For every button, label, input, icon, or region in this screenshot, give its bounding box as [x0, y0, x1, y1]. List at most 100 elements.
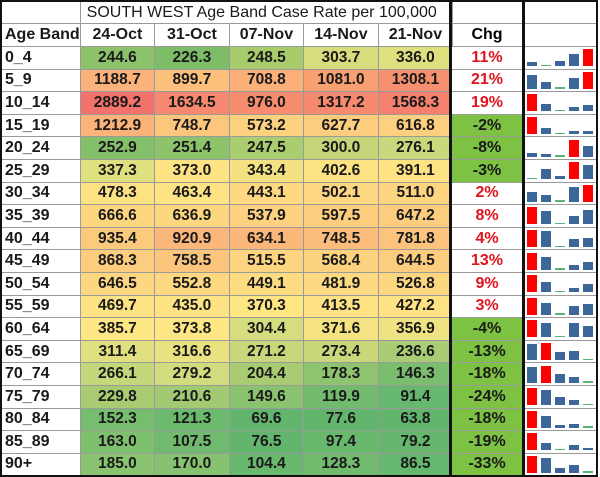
rate-cell: 128.3	[303, 452, 379, 477]
rate-cell: 276.1	[377, 136, 454, 160]
rate-cell: 337.3	[79, 158, 156, 183]
sparkline-bar-blue	[569, 377, 580, 383]
rate-cell: 69.6	[228, 407, 305, 432]
rate-cell: 708.8	[228, 68, 305, 93]
change-pct-cell: 19%	[449, 91, 524, 115]
sparkline-chart	[525, 432, 595, 451]
sparkline-bar-blue	[583, 304, 594, 315]
sparkline-bar-blue	[583, 131, 594, 135]
change-pct-cell: -4%	[449, 317, 524, 341]
rate-cell: 152.3	[79, 407, 156, 432]
change-row: 11%	[449, 46, 598, 70]
sparkline-bar-blue	[527, 192, 538, 202]
change-pct-cell: 2%	[449, 181, 524, 206]
age-band-label: 50_54	[0, 271, 81, 296]
rate-cell: 385.7	[79, 317, 156, 341]
sparkline-bar-red	[541, 343, 552, 361]
rate-cell: 271.2	[228, 339, 305, 364]
sparkline-chart	[525, 116, 595, 135]
rate-cell: 1081.0	[303, 68, 379, 93]
sparkline-bar-blue	[569, 186, 580, 202]
sparkline-bar-blue	[569, 423, 580, 428]
change-pct-cell: -24%	[449, 384, 524, 409]
rate-cell: 204.4	[228, 362, 305, 386]
sparkline-bar-blue	[569, 464, 580, 473]
rate-cell: 616.8	[377, 113, 454, 138]
sparkline-bar-blue	[541, 195, 552, 202]
sparkline-chart	[525, 342, 595, 361]
rate-cell: 627.7	[303, 113, 379, 138]
sparkline-chart	[525, 206, 595, 225]
sparkline-cell	[522, 452, 598, 477]
rate-cell: 97.4	[303, 430, 379, 454]
sparkline-bar-blue	[541, 104, 552, 112]
age-band-label: 25_29	[0, 158, 81, 183]
sparkline-bar-blue	[527, 61, 538, 67]
rate-cell: 1188.7	[79, 68, 156, 93]
table-row: 45_49 868.3 758.5 515.5 568.4 644.5	[0, 249, 454, 273]
table-row: 50_54 646.5 552.8 449.1 481.9 526.8	[0, 271, 454, 296]
age-band-label: 40_44	[0, 226, 81, 251]
sparkline-bar-red	[527, 230, 538, 248]
rate-cell: 251.4	[154, 136, 230, 160]
sparkline-bar-blue	[569, 215, 580, 225]
blank-chg-title-cell	[449, 0, 524, 24]
change-row: 2%	[449, 181, 598, 206]
rate-cell: 781.8	[377, 226, 454, 251]
age-band-header: Age Band	[0, 23, 81, 47]
table-row: 70_74 266.1 279.2 204.4 178.3 146.3	[0, 362, 454, 386]
age-band-label: 90+	[0, 452, 81, 477]
sparkline-chart	[525, 410, 595, 429]
sparkline-chart	[525, 455, 595, 474]
rate-cell: 146.3	[377, 362, 454, 386]
age-band-label: 70_74	[0, 362, 81, 386]
rate-cell: 899.7	[154, 68, 230, 93]
age-band-label: 30_34	[0, 181, 81, 206]
rate-cell: 86.5	[377, 452, 454, 477]
change-pct-cell: -33%	[449, 452, 524, 477]
rate-cell: 435.0	[154, 294, 230, 319]
rate-cell: 316.6	[154, 339, 230, 364]
sparkline-bar-red	[527, 433, 538, 451]
age-band-label: 85_89	[0, 430, 81, 454]
sparkline-bar-green	[555, 290, 566, 293]
sparkline-bar-blue	[583, 325, 594, 338]
rate-cell: 79.2	[377, 430, 454, 454]
sparkline-bar-green	[555, 335, 566, 338]
table-row: 75_79 229.8 210.6 149.6 119.9 91.4	[0, 384, 454, 409]
rate-cell: 2889.2	[79, 91, 156, 115]
rate-cell: 247.5	[228, 136, 305, 160]
rate-cell: 402.6	[303, 158, 379, 183]
sparkline-bar-green	[583, 403, 594, 406]
sparkline-bar-green	[555, 109, 566, 112]
rate-cell: 748.5	[303, 226, 379, 251]
sparkline-cell	[522, 204, 598, 228]
sparkline-cell	[522, 46, 598, 70]
rate-cell: 666.6	[79, 204, 156, 228]
age-band-label: 55_59	[0, 294, 81, 319]
sparkline-chart	[525, 71, 595, 90]
table-row: 55_59 469.7 435.0 370.3 413.5 427.2	[0, 294, 454, 319]
sparkline-chart	[525, 48, 595, 67]
change-row: 3%	[449, 294, 598, 319]
sparkline-bar-red	[583, 71, 594, 89]
change-pct-cell: 13%	[449, 249, 524, 273]
rate-cell: 597.5	[303, 204, 379, 228]
main-grid: SOUTH WEST Age Band Case Rate per 100,00…	[0, 0, 454, 477]
sparkline-bar-blue	[527, 344, 538, 361]
table-title: SOUTH WEST Age Band Case Rate per 100,00…	[79, 0, 454, 24]
sparkline-bar-blue	[541, 390, 552, 406]
rate-cell: 634.1	[228, 226, 305, 251]
table-row: 40_44 935.4 920.9 634.1 748.5 781.8	[0, 226, 454, 251]
change-row: -18%	[449, 407, 598, 432]
rate-cell: 427.2	[377, 294, 454, 319]
sparkline-bar-red	[527, 207, 538, 225]
sparkline-cell	[522, 430, 598, 454]
rate-cell: 279.2	[154, 362, 230, 386]
age-band-label: 20_24	[0, 136, 81, 160]
sparkline-bar-blue	[583, 104, 594, 112]
change-row: -19%	[449, 430, 598, 454]
change-row: 19%	[449, 91, 598, 115]
change-row: -33%	[449, 452, 598, 477]
change-row: -24%	[449, 384, 598, 409]
